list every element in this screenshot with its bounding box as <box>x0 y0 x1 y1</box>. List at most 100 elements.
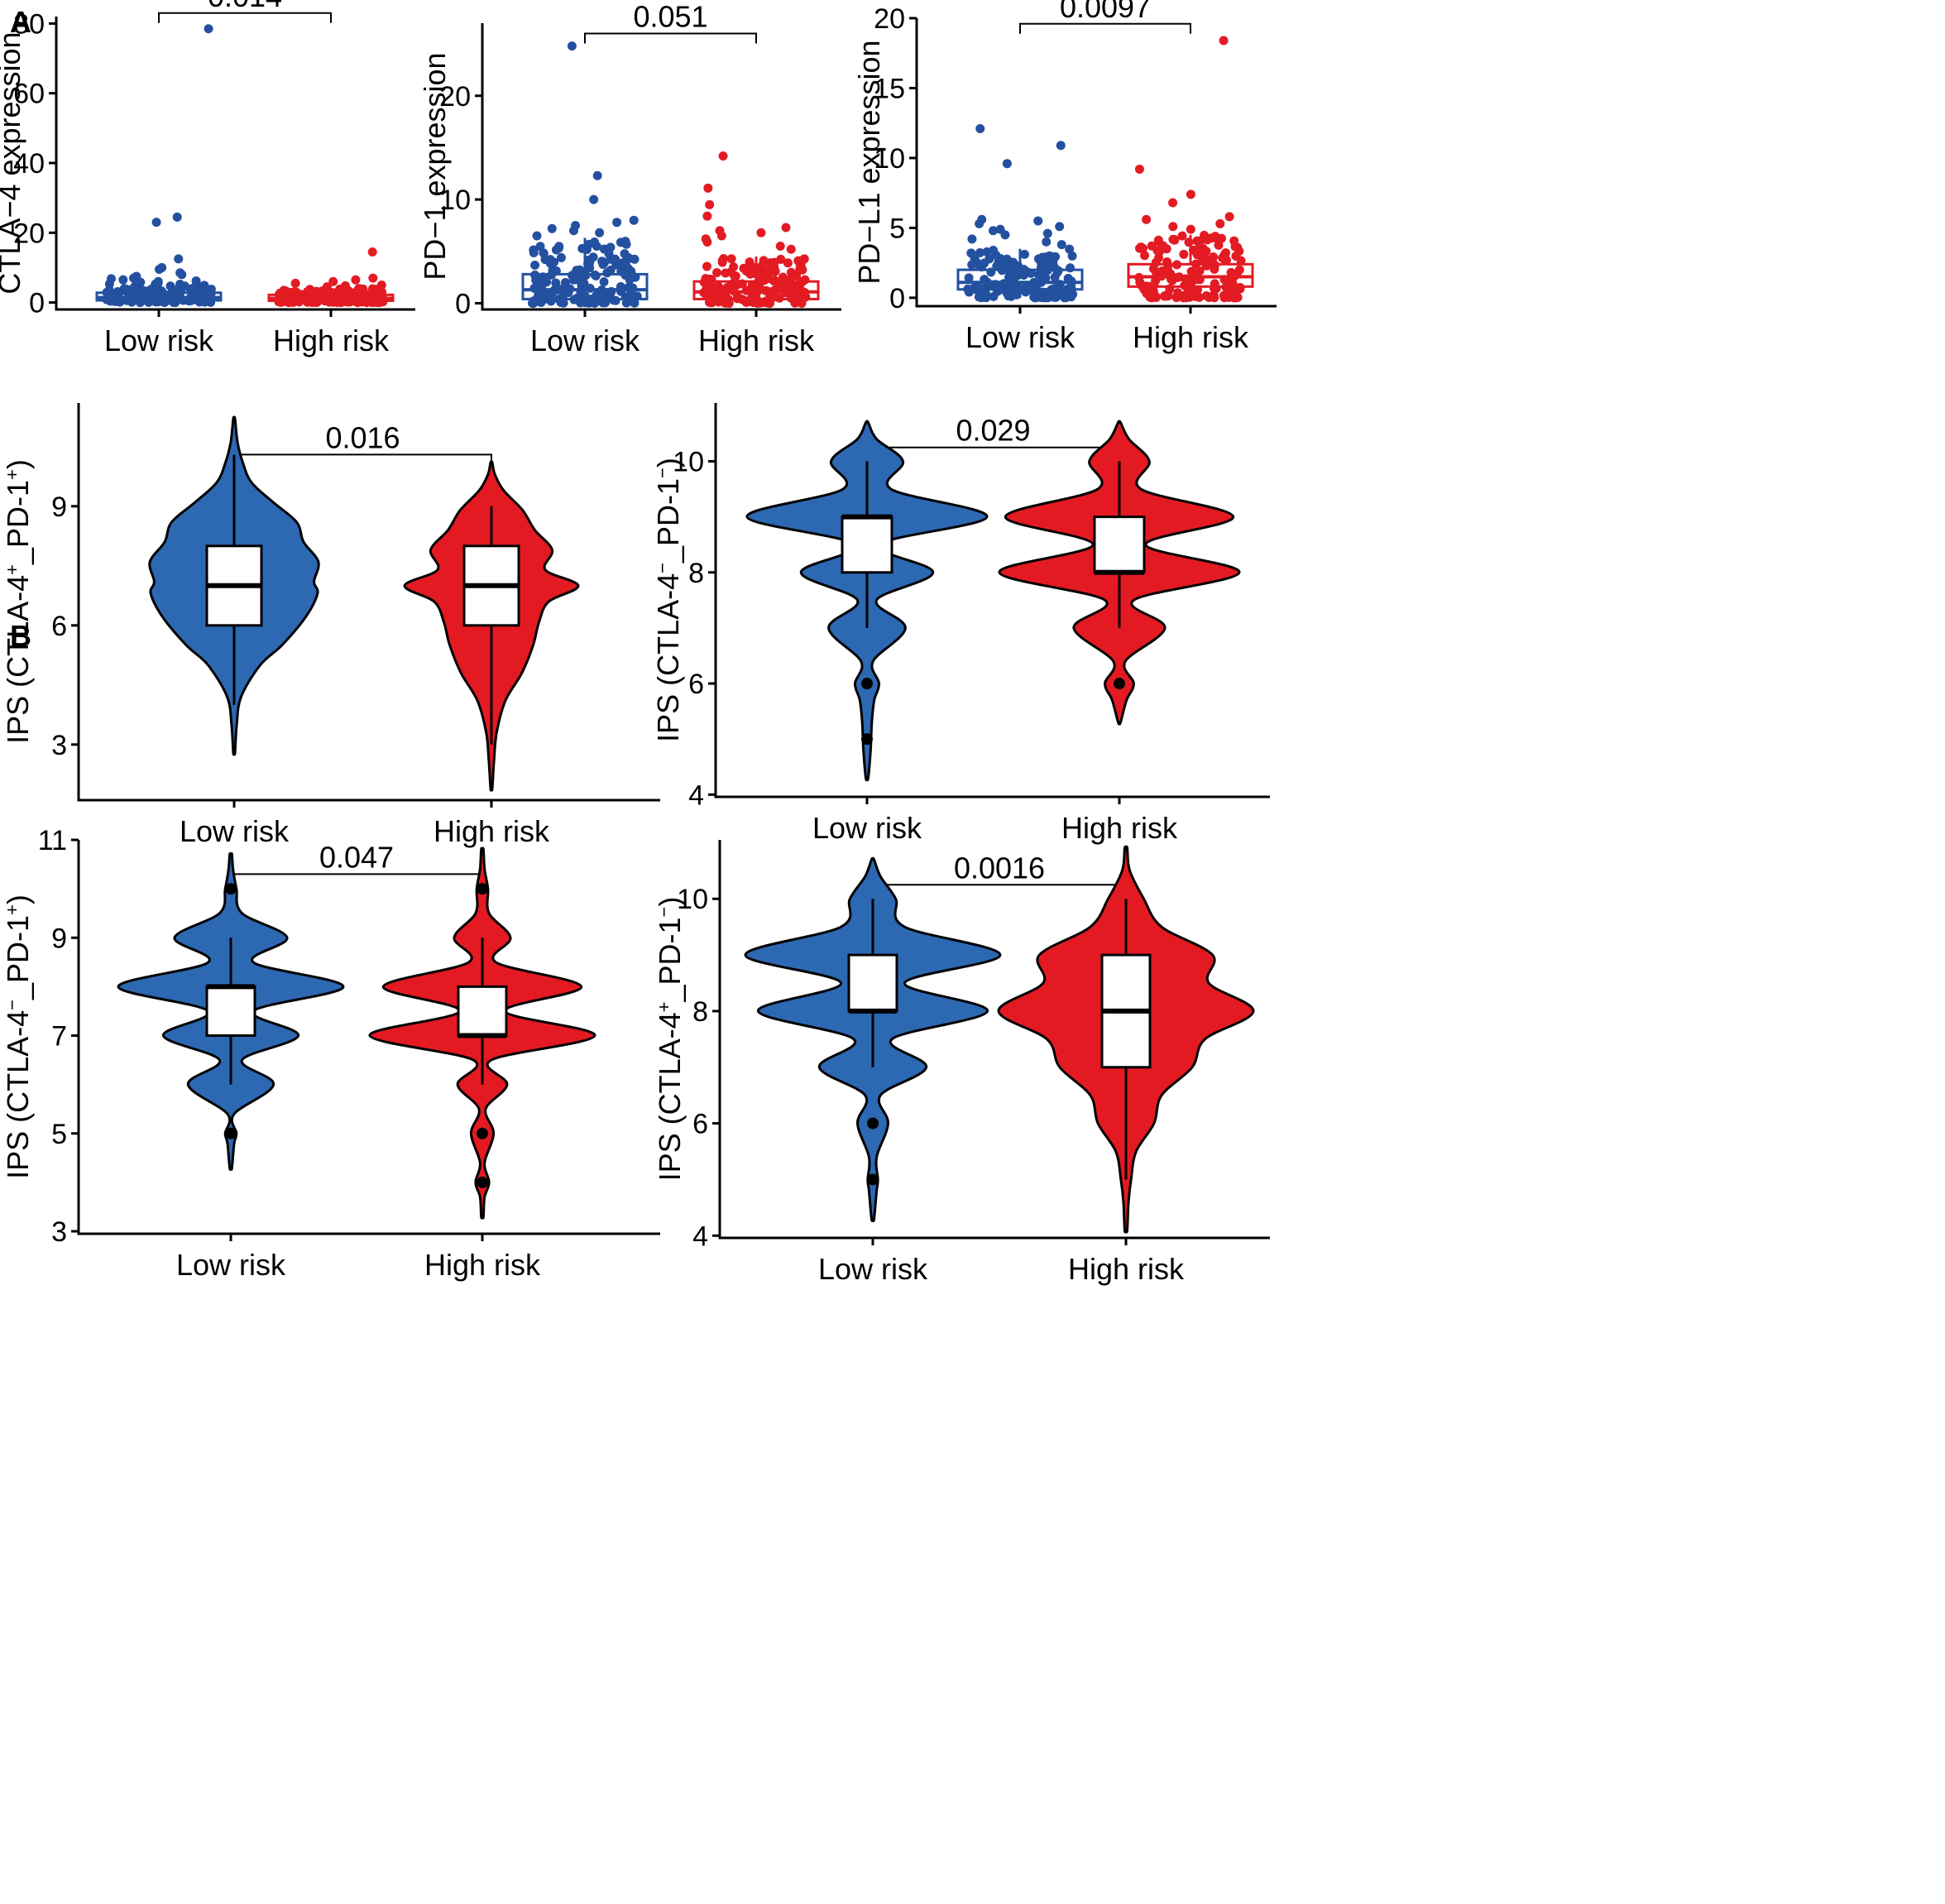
group-high-risk <box>692 151 820 308</box>
x-tick-label: Low risk <box>818 1252 928 1286</box>
data-point <box>1230 285 1240 295</box>
data-point <box>340 281 350 290</box>
outlier-point <box>861 678 873 690</box>
significance-bracket <box>872 884 1127 892</box>
panel-a3: 0 5 10 15 20 Low risk High risk PD−L1 expressio… <box>852 0 1277 354</box>
data-point <box>367 247 377 257</box>
y-axis-title-part: _PD-1 <box>1 480 35 565</box>
data-point <box>1173 288 1183 298</box>
box <box>841 516 893 574</box>
outlier-point <box>867 1117 879 1129</box>
group-low-risk <box>956 123 1084 303</box>
data-point <box>1029 292 1039 302</box>
panel-b4: 4 6 8 10 Low risk High risk IPS (CTLA-4+_PD-1−… <box>653 840 1270 1286</box>
data-point <box>588 252 598 262</box>
data-point <box>204 24 213 34</box>
y-axis-title-sup: − <box>2 1000 22 1010</box>
data-point <box>151 218 161 228</box>
y-axis-title-sup: − <box>652 563 673 573</box>
y-tick-label: 10 <box>874 143 905 175</box>
data-point <box>1186 189 1195 199</box>
outlier-point <box>1114 678 1125 690</box>
data-point <box>1147 286 1157 296</box>
data-point <box>290 278 300 288</box>
data-point <box>741 266 751 276</box>
data-point <box>1230 242 1240 252</box>
data-point <box>798 255 808 265</box>
data-point <box>1195 236 1205 246</box>
data-point <box>551 278 561 288</box>
data-point <box>967 234 977 244</box>
y-axis-title: IPS (CTLA-4−_PD-1−) <box>651 458 685 742</box>
data-point <box>964 273 974 283</box>
x-tick-label: Low risk <box>104 324 214 357</box>
data-point <box>702 211 712 221</box>
group-low-risk <box>148 415 320 756</box>
data-point <box>1224 212 1234 222</box>
data-point <box>154 265 164 275</box>
box <box>457 985 508 1038</box>
data-point <box>989 291 999 301</box>
data-point <box>775 242 785 252</box>
group-high-risk <box>1127 36 1254 303</box>
data-point <box>702 237 712 247</box>
y-tick-label: 3 <box>51 730 67 761</box>
y-tick-label: 20 <box>874 3 905 35</box>
data-point <box>1004 272 1013 282</box>
data-point <box>995 253 1005 263</box>
data-point <box>597 257 607 266</box>
y-axis-title-sup: + <box>2 904 22 915</box>
data-point <box>589 194 599 204</box>
data-point <box>975 123 985 133</box>
y-tick-label: 0 <box>29 288 45 319</box>
y-axis-title-part: IPS (CTLA-4 <box>653 1012 687 1181</box>
data-point <box>328 276 338 286</box>
group-high-risk <box>403 460 580 792</box>
y-tick-label: 11 <box>38 825 67 856</box>
data-point <box>1236 256 1246 266</box>
data-point <box>351 275 361 285</box>
data-point <box>718 295 728 305</box>
panel-a2: 0 10 20 Low risk High risk PD−1 expression 0.0… <box>418 0 841 357</box>
outlier-point <box>225 1127 237 1139</box>
data-point <box>747 281 757 290</box>
data-point <box>1227 278 1237 288</box>
outlier-point <box>225 883 237 895</box>
p-value-label: 0.014 <box>208 0 282 13</box>
y-tick-label: 10 <box>673 446 704 477</box>
outlier-point <box>477 1176 488 1188</box>
outlier-point <box>477 883 488 895</box>
data-point <box>1184 237 1194 247</box>
p-value-label: 0.051 <box>633 0 707 34</box>
data-point <box>630 254 640 264</box>
x-tick-label: Low risk <box>965 320 1075 354</box>
y-axis-title: IPS (CTLA-4+_PD-1−) <box>653 897 687 1182</box>
data-point <box>172 212 182 222</box>
y-tick-label: 0 <box>889 283 905 314</box>
data-point <box>975 218 984 228</box>
y-tick-label: 4 <box>692 1221 708 1252</box>
data-point <box>783 258 793 268</box>
y-axis-title-sup: + <box>2 469 22 480</box>
data-point <box>765 298 775 308</box>
significance-bracket <box>1019 22 1191 34</box>
data-point <box>1162 291 1172 301</box>
data-point <box>599 277 609 287</box>
data-point <box>106 274 116 284</box>
data-point <box>1042 228 1052 238</box>
data-point <box>1042 293 1052 303</box>
data-point <box>1233 292 1243 302</box>
data-point <box>118 275 128 285</box>
data-point <box>629 215 639 225</box>
data-point <box>571 275 581 285</box>
group-high-risk <box>267 247 395 308</box>
group-high-risk <box>998 420 1241 726</box>
data-point <box>716 231 726 241</box>
data-point <box>368 273 378 283</box>
data-point <box>547 223 557 233</box>
y-axis-title-sup: + <box>2 564 22 575</box>
data-point <box>1041 273 1051 283</box>
data-point <box>535 242 545 252</box>
